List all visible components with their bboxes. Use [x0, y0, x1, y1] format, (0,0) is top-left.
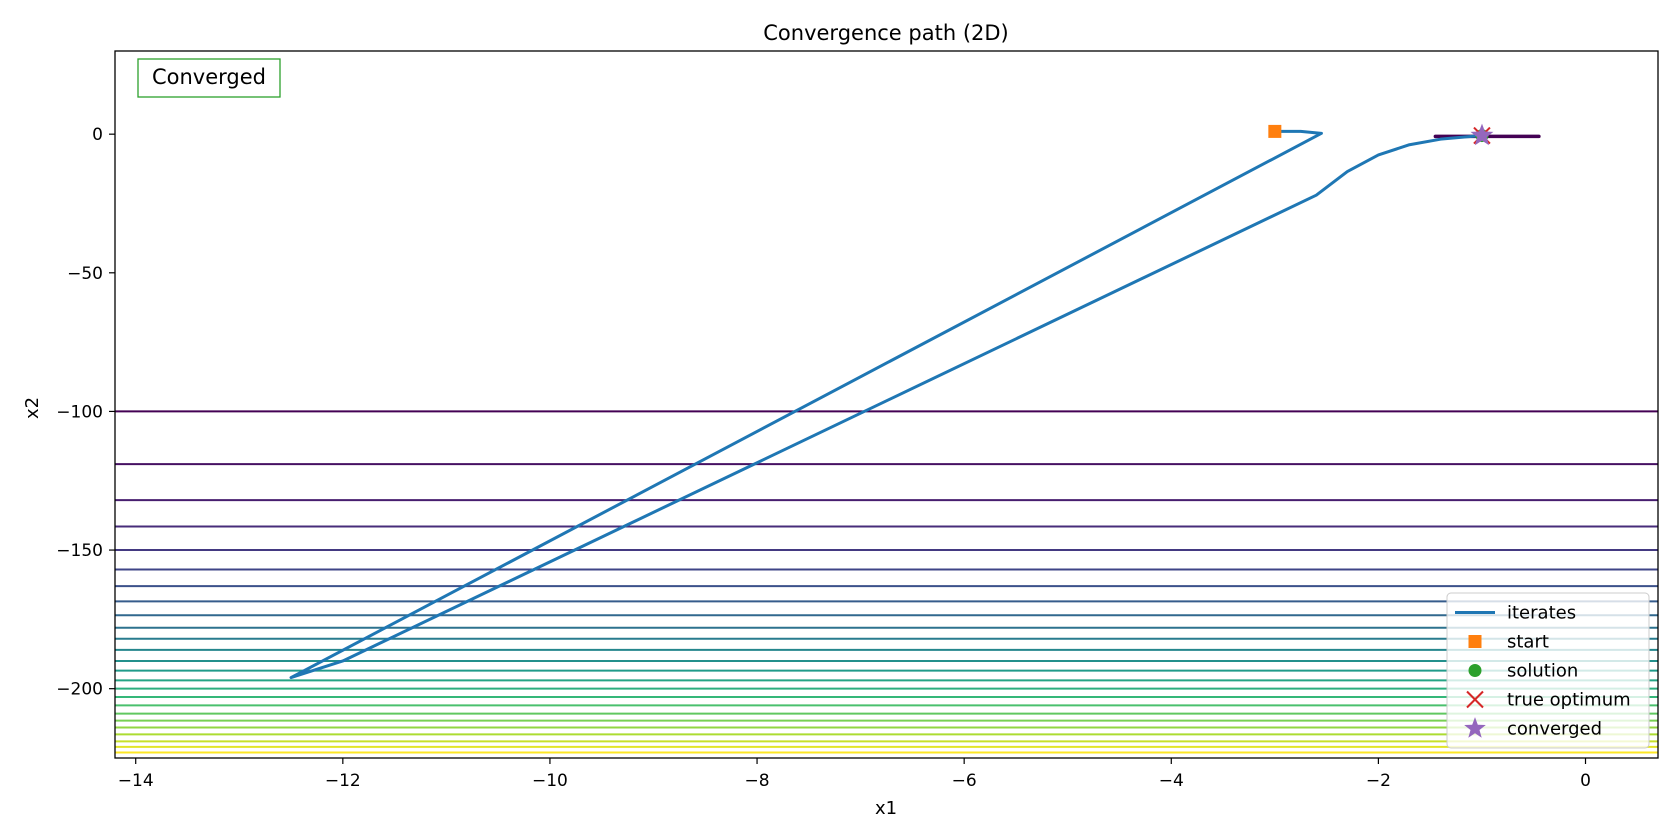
- y-tick-label: −100: [56, 402, 103, 422]
- x-axis-ticks: −14 −12 −10 −8 −6 −4 −2 0: [118, 758, 1591, 791]
- contour-lines: [115, 134, 1658, 754]
- x-tick-label: −4: [1159, 771, 1184, 791]
- x-tick-label: −12: [325, 771, 361, 791]
- y-tick-label: 0: [92, 125, 103, 145]
- legend-label: true optimum: [1507, 690, 1631, 711]
- x-tick-label: −2: [1366, 771, 1391, 791]
- x-tick-label: −6: [952, 771, 977, 791]
- status-box-frame: [137, 58, 281, 98]
- status-box: Converged: [137, 58, 281, 98]
- legend-label: solution: [1507, 661, 1578, 682]
- legend-entry: true optimum: [1466, 690, 1631, 711]
- x-tick-label: −10: [532, 771, 568, 791]
- chart-title: Convergence path (2D): [763, 21, 1008, 45]
- y-tick-label: −200: [56, 680, 103, 700]
- iterates-series: [289, 129, 1484, 680]
- point-markers: [1268, 123, 1494, 146]
- legend-label: converged: [1507, 719, 1602, 740]
- y-axis-label: x2: [22, 397, 43, 419]
- x-tick-label: −8: [745, 771, 770, 791]
- legend-label: iterates: [1507, 603, 1576, 624]
- legend-entry: start: [1468, 632, 1549, 653]
- legend-entry: solution: [1468, 661, 1578, 682]
- x-tick-label: 0: [1580, 771, 1591, 791]
- status-text: Converged: [152, 65, 266, 89]
- x-tick-label: −14: [118, 771, 154, 791]
- legend-label: start: [1507, 632, 1549, 653]
- legend-handle-x: [1466, 690, 1484, 709]
- converged-marker: [1470, 123, 1494, 146]
- series-line-iterates: [289, 129, 1484, 680]
- legend-entry: converged: [1464, 717, 1602, 740]
- plot-frame: [114, 50, 1659, 759]
- legend-frame: [1446, 592, 1650, 749]
- legend-handle-star: [1464, 717, 1486, 738]
- legend-handle-square: [1468, 635, 1482, 648]
- legend-entry: iterates: [1455, 603, 1576, 624]
- x-axis-label: x1: [875, 798, 897, 819]
- start-marker: [1268, 124, 1282, 138]
- y-tick-label: −150: [56, 541, 103, 561]
- legend: iterates start solution true optimum converg…: [1446, 592, 1650, 749]
- y-tick-label: −50: [67, 264, 103, 284]
- legend-handle-circle: [1468, 664, 1482, 677]
- y-axis-ticks: 0 −50 −100 −150 −200: [56, 125, 115, 700]
